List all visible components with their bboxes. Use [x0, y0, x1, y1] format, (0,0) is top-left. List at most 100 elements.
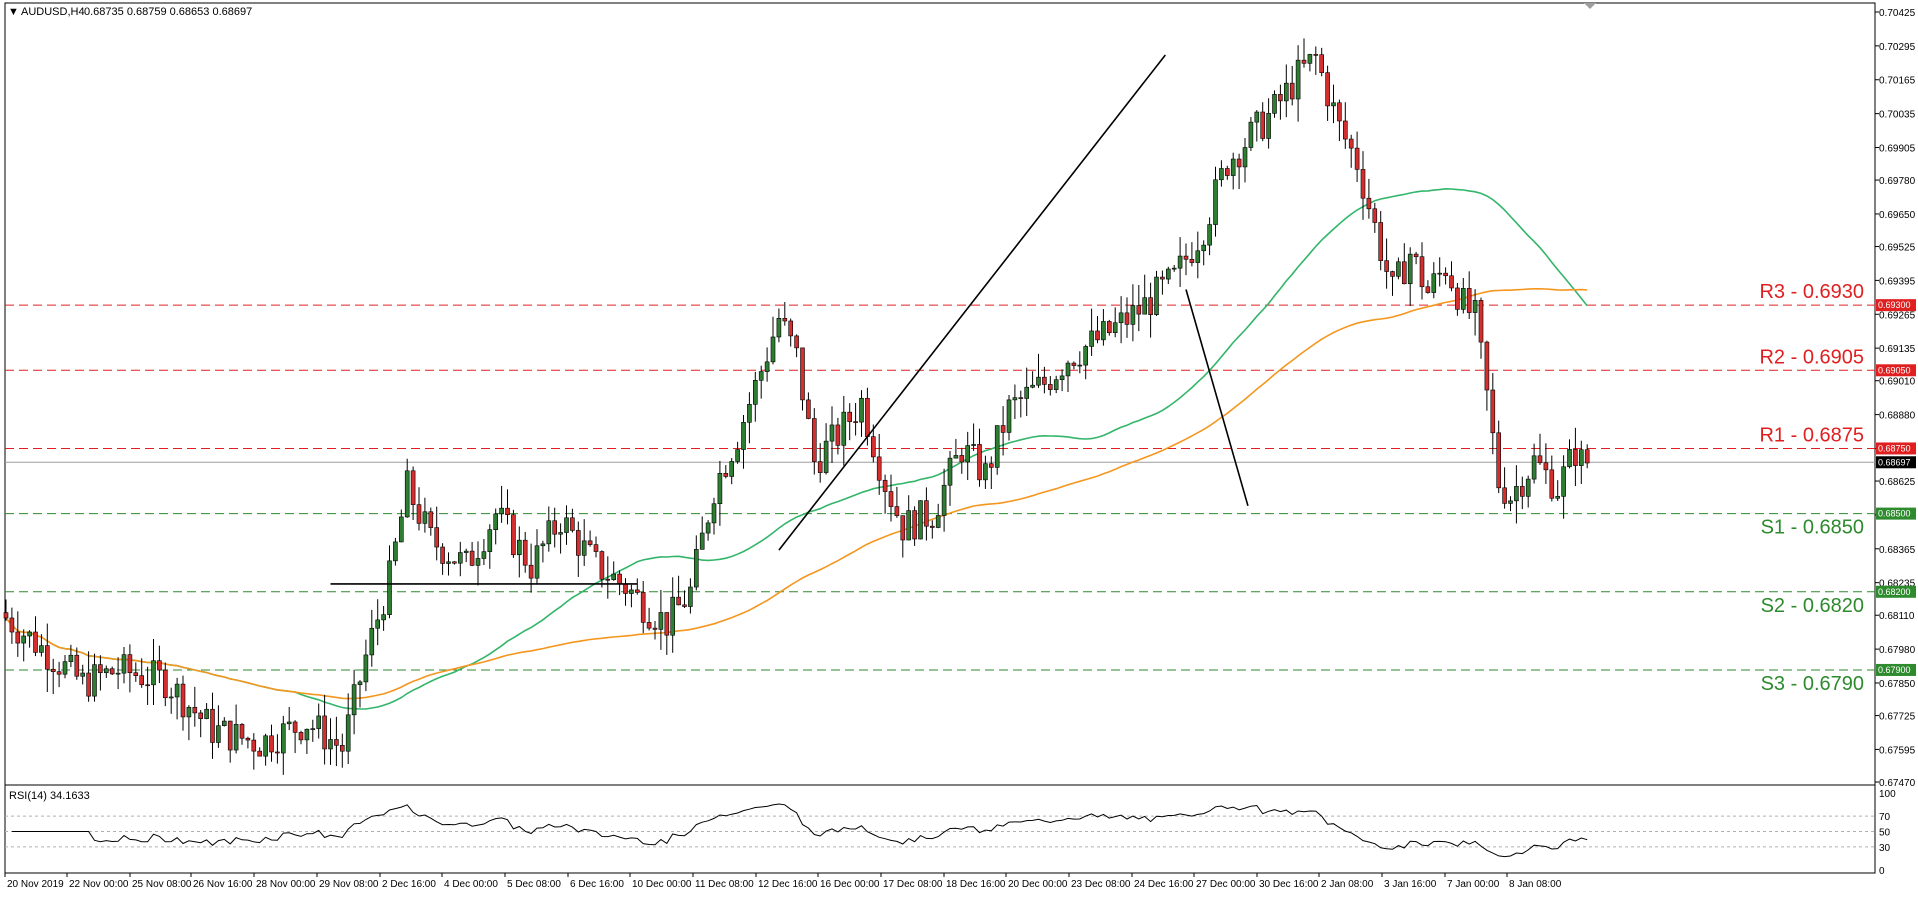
candle-body[interactable]: [729, 461, 735, 477]
candle-body[interactable]: [222, 720, 227, 726]
candle-body[interactable]: [198, 712, 203, 719]
candle-body[interactable]: [1266, 113, 1271, 139]
candle-body[interactable]: [558, 532, 563, 535]
candle-body[interactable]: [186, 706, 192, 718]
candle-body[interactable]: [322, 715, 327, 750]
candle-body[interactable]: [652, 627, 658, 630]
candle-body[interactable]: [422, 511, 428, 524]
candle-body[interactable]: [351, 684, 357, 716]
candle-body[interactable]: [1472, 300, 1478, 313]
candle-body[interactable]: [516, 539, 522, 556]
candle-body[interactable]: [1325, 72, 1330, 107]
candle-body[interactable]: [670, 596, 676, 636]
candle-body[interactable]: [664, 612, 670, 636]
candle-body[interactable]: [145, 684, 150, 687]
candle-body[interactable]: [328, 739, 333, 750]
candle-body[interactable]: [1384, 260, 1389, 272]
candle-body[interactable]: [534, 545, 540, 579]
candle-body[interactable]: [44, 645, 50, 670]
candle-body[interactable]: [1260, 111, 1265, 139]
candle-body[interactable]: [1508, 500, 1513, 504]
rsi-panel[interactable]: [4, 784, 1876, 874]
candle-body[interactable]: [829, 424, 835, 442]
candle-body[interactable]: [581, 540, 587, 556]
candle-body[interactable]: [935, 515, 941, 528]
candle-body[interactable]: [682, 604, 687, 607]
candle-body[interactable]: [74, 654, 80, 677]
candle-body[interactable]: [1219, 168, 1224, 181]
candle-body[interactable]: [1006, 399, 1012, 433]
candle-body[interactable]: [1042, 376, 1047, 385]
candle-body[interactable]: [21, 635, 27, 644]
candle-body[interactable]: [1295, 59, 1301, 100]
candle-body[interactable]: [1584, 449, 1590, 464]
candle-body[interactable]: [245, 737, 251, 741]
trendline-up[interactable]: [778, 54, 1166, 551]
candle-body[interactable]: [139, 675, 144, 686]
candle-body[interactable]: [1407, 253, 1413, 285]
candle-body[interactable]: [1195, 250, 1201, 263]
candle-body[interactable]: [1207, 224, 1212, 246]
candle-body[interactable]: [404, 470, 410, 518]
candle-body[interactable]: [475, 558, 481, 566]
candle-body[interactable]: [39, 645, 44, 653]
candle-body[interactable]: [1148, 297, 1153, 315]
candle-body[interactable]: [1053, 379, 1059, 390]
candle-body[interactable]: [310, 728, 316, 730]
candle-body[interactable]: [947, 457, 953, 486]
candle-body[interactable]: [693, 549, 699, 588]
candle-body[interactable]: [629, 589, 634, 594]
candle-body[interactable]: [900, 515, 906, 541]
candle-body[interactable]: [841, 411, 847, 446]
candle-body[interactable]: [1124, 312, 1130, 325]
candle-body[interactable]: [50, 668, 56, 672]
candle-body[interactable]: [62, 661, 68, 675]
candle-body[interactable]: [1089, 330, 1094, 347]
candle-body[interactable]: [546, 520, 552, 545]
candle-body[interactable]: [434, 527, 440, 548]
candle-body[interactable]: [263, 735, 268, 757]
candle-body[interactable]: [1012, 397, 1018, 401]
candle-body[interactable]: [68, 654, 74, 662]
candle-body[interactable]: [906, 510, 912, 541]
candle-body[interactable]: [894, 506, 900, 516]
candle-body[interactable]: [1118, 312, 1124, 324]
candle-body[interactable]: [1443, 272, 1448, 277]
candle-body[interactable]: [800, 347, 805, 401]
candle-body[interactable]: [711, 503, 717, 524]
candle-body[interactable]: [1030, 384, 1035, 388]
candle-body[interactable]: [56, 671, 62, 675]
candle-body[interactable]: [522, 539, 528, 566]
candle-body[interactable]: [983, 463, 988, 481]
candle-body[interactable]: [564, 517, 569, 533]
candle-body[interactable]: [817, 461, 823, 473]
candle-body[interactable]: [1183, 255, 1189, 260]
candle-body[interactable]: [941, 484, 947, 516]
candle-body[interactable]: [298, 732, 304, 741]
candle-body[interactable]: [1555, 496, 1560, 499]
candle-body[interactable]: [1449, 275, 1454, 289]
candle-body[interactable]: [304, 728, 310, 741]
candle-body[interactable]: [1284, 82, 1289, 102]
candle-body[interactable]: [1018, 397, 1024, 399]
candle-body[interactable]: [109, 668, 115, 675]
candle-body[interactable]: [98, 664, 103, 674]
candle-body[interactable]: [788, 320, 794, 337]
candle-body[interactable]: [988, 463, 994, 468]
rsi-line[interactable]: [11, 803, 1588, 858]
candle-body[interactable]: [174, 683, 180, 698]
candle-body[interactable]: [233, 724, 239, 751]
candle-body[interactable]: [717, 473, 723, 505]
candle-body[interactable]: [1065, 362, 1071, 377]
candle-body[interactable]: [1213, 179, 1218, 225]
candle-body[interactable]: [1236, 158, 1242, 168]
candle-body[interactable]: [133, 672, 139, 676]
candle-body[interactable]: [688, 586, 693, 607]
candle-body[interactable]: [1425, 286, 1431, 293]
candle-body[interactable]: [758, 371, 764, 381]
candle-body[interactable]: [499, 507, 504, 515]
candle-body[interactable]: [1319, 54, 1324, 73]
candle-body[interactable]: [280, 723, 286, 754]
candle-body[interactable]: [440, 546, 445, 564]
